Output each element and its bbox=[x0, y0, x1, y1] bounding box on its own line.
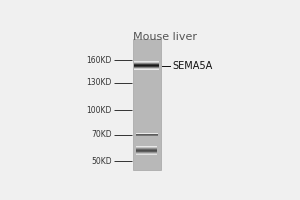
Bar bbox=[136, 146, 157, 147]
Bar bbox=[134, 62, 159, 63]
Text: 100KD: 100KD bbox=[86, 106, 112, 115]
Bar bbox=[134, 68, 159, 69]
Text: 130KD: 130KD bbox=[86, 78, 112, 87]
Bar bbox=[134, 65, 159, 66]
Bar bbox=[136, 149, 157, 150]
Bar bbox=[134, 63, 159, 64]
Bar bbox=[134, 66, 159, 67]
Bar bbox=[136, 148, 157, 149]
Bar bbox=[136, 134, 158, 135]
Bar bbox=[136, 135, 158, 136]
Bar bbox=[136, 154, 157, 155]
Bar bbox=[134, 65, 159, 66]
Bar bbox=[134, 62, 159, 63]
Bar bbox=[136, 153, 157, 154]
Bar bbox=[136, 148, 157, 149]
Bar bbox=[136, 133, 158, 134]
Text: 70KD: 70KD bbox=[91, 130, 112, 139]
Bar bbox=[136, 146, 157, 147]
Bar bbox=[136, 135, 158, 136]
Bar bbox=[134, 64, 159, 65]
Bar bbox=[133, 39, 161, 170]
Text: 160KD: 160KD bbox=[86, 56, 112, 65]
Bar bbox=[134, 68, 159, 69]
Bar bbox=[136, 154, 157, 155]
Bar bbox=[134, 63, 159, 64]
Text: Mouse liver: Mouse liver bbox=[134, 32, 197, 42]
Bar bbox=[136, 135, 158, 136]
Text: 50KD: 50KD bbox=[91, 157, 112, 166]
Bar bbox=[134, 61, 159, 62]
Bar bbox=[134, 69, 159, 70]
Bar bbox=[134, 67, 159, 68]
Bar bbox=[136, 149, 157, 150]
Bar bbox=[136, 134, 158, 135]
Bar bbox=[134, 67, 159, 68]
Bar bbox=[136, 151, 157, 152]
Bar bbox=[136, 134, 158, 135]
Bar bbox=[136, 147, 157, 148]
Bar bbox=[136, 151, 157, 152]
Bar bbox=[136, 150, 157, 151]
Bar bbox=[136, 153, 157, 154]
Bar bbox=[134, 66, 159, 67]
Text: SEMA5A: SEMA5A bbox=[172, 61, 213, 71]
Bar bbox=[136, 152, 157, 153]
Bar bbox=[136, 133, 158, 134]
Bar bbox=[134, 64, 159, 65]
